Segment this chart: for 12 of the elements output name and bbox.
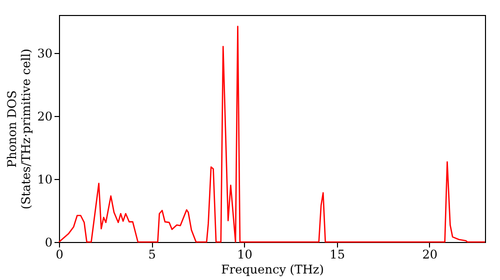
y-tick-label: 10 [37,172,52,186]
x-tick-label: 0 [56,248,64,262]
x-axis-title: Frequency (THz) [221,262,324,276]
y-tick-label: 30 [37,46,52,60]
x-tick-label: 10 [237,248,252,262]
x-tick-label: 20 [422,248,438,262]
y-tick-label: 0 [44,236,52,250]
line-series [58,26,486,243]
y-axis-title: Phonon DOS (States/THz·primitive cell) [5,48,34,210]
y-tick-label: 20 [37,109,52,124]
x-tick-label: 15 [330,248,345,262]
x-tick-label: 5 [148,248,156,262]
